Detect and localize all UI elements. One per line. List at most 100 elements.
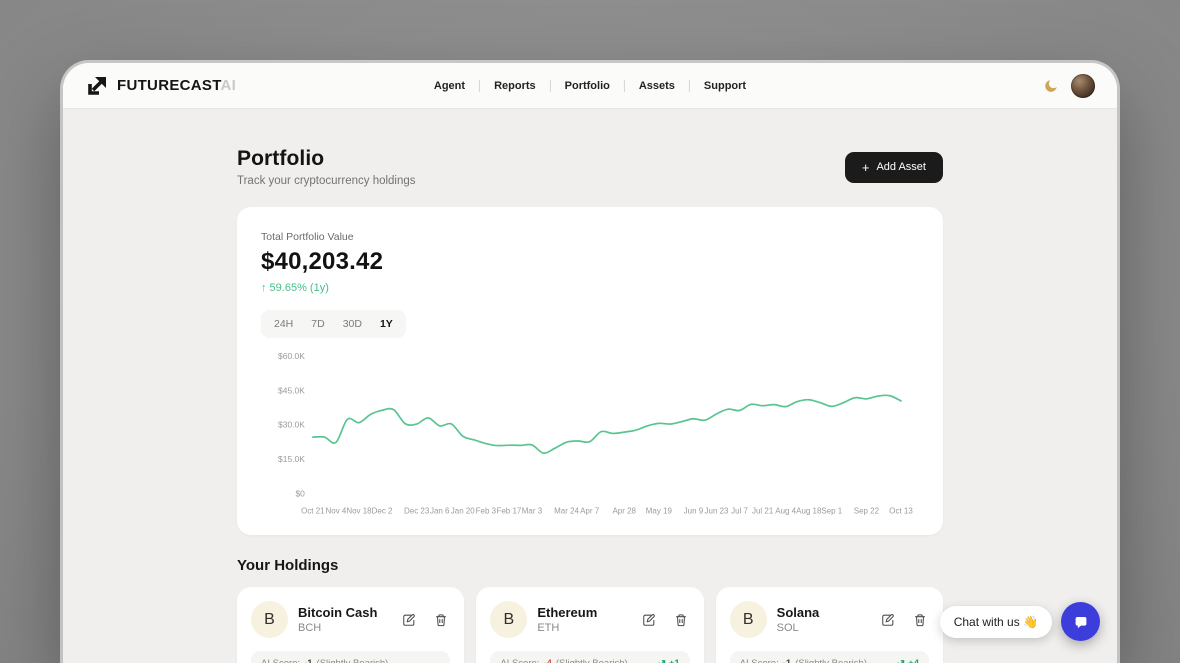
portfolio-value-card: Total Portfolio Value $40,203.42 ↑ 59.65… bbox=[237, 207, 943, 536]
score-trend: +1 bbox=[655, 658, 680, 663]
svg-text:$0: $0 bbox=[295, 489, 305, 499]
page-title: Portfolio bbox=[237, 147, 325, 170]
range-tabs: 24H 7D 30D 1Y bbox=[261, 310, 406, 338]
svg-text:Feb 3: Feb 3 bbox=[476, 506, 497, 515]
svg-text:Nov 4: Nov 4 bbox=[326, 506, 347, 515]
score-trend: +4 bbox=[894, 658, 919, 663]
svg-text:Apr 7: Apr 7 bbox=[580, 506, 600, 515]
svg-text:Aug 18: Aug 18 bbox=[796, 506, 822, 515]
ai-score-label: AI Score: bbox=[740, 658, 779, 663]
total-value: $40,203.42 bbox=[261, 248, 384, 275]
svg-text:Aug 4: Aug 4 bbox=[775, 506, 796, 515]
brand-name: FUTURECAST bbox=[117, 76, 221, 94]
svg-text:$15.0K: $15.0K bbox=[278, 454, 305, 464]
coin-icon: B bbox=[490, 601, 528, 639]
svg-text:Jun 9: Jun 9 bbox=[684, 506, 704, 515]
svg-text:Jan 6: Jan 6 bbox=[430, 506, 450, 515]
trash-icon bbox=[915, 614, 925, 627]
ai-score-value: -1 bbox=[783, 658, 791, 663]
range-tab-7d[interactable]: 7D bbox=[304, 315, 331, 333]
ai-sentiment: (Slightly Bearish) bbox=[795, 658, 867, 663]
ai-sentiment: (Slightly Bearish) bbox=[317, 658, 389, 663]
holding-card-bitcoin-cash: B Bitcoin Cash BCH bbox=[237, 587, 465, 663]
ai-score-value: -1 bbox=[304, 658, 312, 663]
delete-asset-button[interactable] bbox=[672, 611, 690, 629]
range-tab-24h[interactable]: 24H bbox=[267, 315, 300, 333]
svg-text:Dec 23: Dec 23 bbox=[404, 506, 430, 515]
nav-item-portfolio[interactable]: Portfolio bbox=[564, 79, 610, 92]
add-asset-button[interactable]: + Add Asset bbox=[844, 151, 943, 183]
svg-text:$60.0K: $60.0K bbox=[278, 351, 305, 361]
svg-text:Jul 7: Jul 7 bbox=[731, 506, 748, 515]
plus-icon: + bbox=[861, 159, 870, 175]
edit-asset-button[interactable] bbox=[400, 611, 418, 629]
portfolio-line-chart: $0 $15.0K $30.0K $45.0K $60.0K Oct 21 Nov 4 Nov… bbox=[261, 344, 919, 519]
ai-score-label: AI Score: bbox=[500, 658, 539, 663]
trending-up-icon bbox=[658, 660, 666, 663]
coin-name: Ethereum bbox=[537, 605, 598, 621]
svg-text:Feb 17: Feb 17 bbox=[497, 506, 522, 515]
brand-arrow-icon bbox=[88, 76, 106, 95]
coin-symbol: SOL bbox=[776, 622, 799, 635]
ai-score-row: AI Score: -1 (Slightly Bearish) bbox=[251, 651, 451, 663]
svg-text:Apr 28: Apr 28 bbox=[613, 506, 637, 515]
main-content: Portfolio Track your cryptocurrency hold… bbox=[63, 109, 1117, 663]
theme-toggle-button[interactable] bbox=[1044, 78, 1059, 93]
svg-text:$45.0K: $45.0K bbox=[278, 385, 305, 395]
brand-logo[interactable]: FUTURECASTAI bbox=[85, 74, 236, 98]
svg-text:Dec 2: Dec 2 bbox=[372, 506, 393, 515]
chat-with-us-button[interactable]: Chat with us 👋 bbox=[939, 605, 1052, 638]
page-subtitle: Track your cryptocurrency holdings bbox=[237, 175, 416, 187]
delete-asset-button[interactable] bbox=[911, 611, 929, 629]
edit-asset-button[interactable] bbox=[640, 611, 658, 629]
svg-text:Jul 21: Jul 21 bbox=[752, 506, 774, 515]
svg-text:Oct 13: Oct 13 bbox=[889, 506, 913, 515]
header-actions bbox=[1044, 73, 1095, 98]
svg-text:Jan 20: Jan 20 bbox=[451, 506, 475, 515]
svg-text:$30.0K: $30.0K bbox=[278, 420, 305, 430]
chat-bubble-icon bbox=[1075, 616, 1086, 628]
svg-text:Nov 18: Nov 18 bbox=[346, 506, 372, 515]
page-head: Portfolio Track your cryptocurrency hold… bbox=[237, 147, 943, 187]
ai-score-value: -4 bbox=[543, 658, 551, 663]
ai-score-row: AI Score: -1 (Slightly Bearish) +4 bbox=[729, 651, 929, 663]
app-header: FUTURECASTAI Agent Reports Portfolio Ass… bbox=[63, 63, 1117, 109]
coin-symbol: BCH bbox=[298, 622, 322, 635]
moon-icon bbox=[1045, 80, 1057, 92]
holdings-grid: B Bitcoin Cash BCH bbox=[237, 587, 943, 663]
holding-card-solana: B Solana SOL bbox=[715, 587, 943, 663]
value-change-badge: ↑ 59.65% (1y) bbox=[261, 282, 329, 294]
user-avatar[interactable] bbox=[1071, 73, 1095, 98]
total-value-label: Total Portfolio Value bbox=[261, 231, 354, 243]
trending-up-icon bbox=[897, 660, 905, 663]
coin-icon: B bbox=[251, 601, 288, 639]
svg-text:Sep 22: Sep 22 bbox=[854, 506, 880, 515]
trash-icon bbox=[675, 614, 686, 627]
holdings-title: Your Holdings bbox=[237, 557, 339, 575]
range-tab-30d[interactable]: 30D bbox=[336, 315, 369, 333]
main-nav: Agent Reports Portfolio Assets Support bbox=[420, 63, 760, 108]
portfolio-line-series bbox=[312, 394, 902, 455]
nav-item-assets[interactable]: Assets bbox=[638, 79, 675, 92]
range-tab-1y[interactable]: 1Y bbox=[373, 315, 400, 333]
ai-score-row: AI Score: -4 (Slightly Bearish) +1 bbox=[490, 651, 690, 663]
nav-item-agent[interactable]: Agent bbox=[433, 79, 466, 92]
nav-item-reports[interactable]: Reports bbox=[494, 79, 536, 92]
coin-name: Solana bbox=[776, 605, 820, 621]
holding-card-ethereum: B Ethereum ETH bbox=[476, 587, 704, 663]
nav-item-support[interactable]: Support bbox=[703, 79, 747, 92]
ai-sentiment: (Slightly Bearish) bbox=[556, 658, 628, 663]
delete-asset-button[interactable] bbox=[432, 611, 450, 629]
add-asset-label: Add Asset bbox=[876, 161, 926, 173]
coin-name: Bitcoin Cash bbox=[298, 605, 378, 621]
chat-launcher-button[interactable] bbox=[1061, 602, 1100, 641]
svg-text:Mar 24: Mar 24 bbox=[554, 506, 579, 515]
edit-asset-button[interactable] bbox=[879, 611, 897, 629]
brand-name-suffix: AI bbox=[220, 76, 237, 94]
ai-score-label: AI Score: bbox=[261, 658, 300, 663]
svg-text:Oct 21: Oct 21 bbox=[301, 506, 325, 515]
svg-text:May 19: May 19 bbox=[646, 506, 673, 515]
trash-icon bbox=[436, 614, 447, 627]
chat-widget: Chat with us 👋 bbox=[939, 602, 1100, 641]
pencil-icon bbox=[403, 613, 416, 626]
